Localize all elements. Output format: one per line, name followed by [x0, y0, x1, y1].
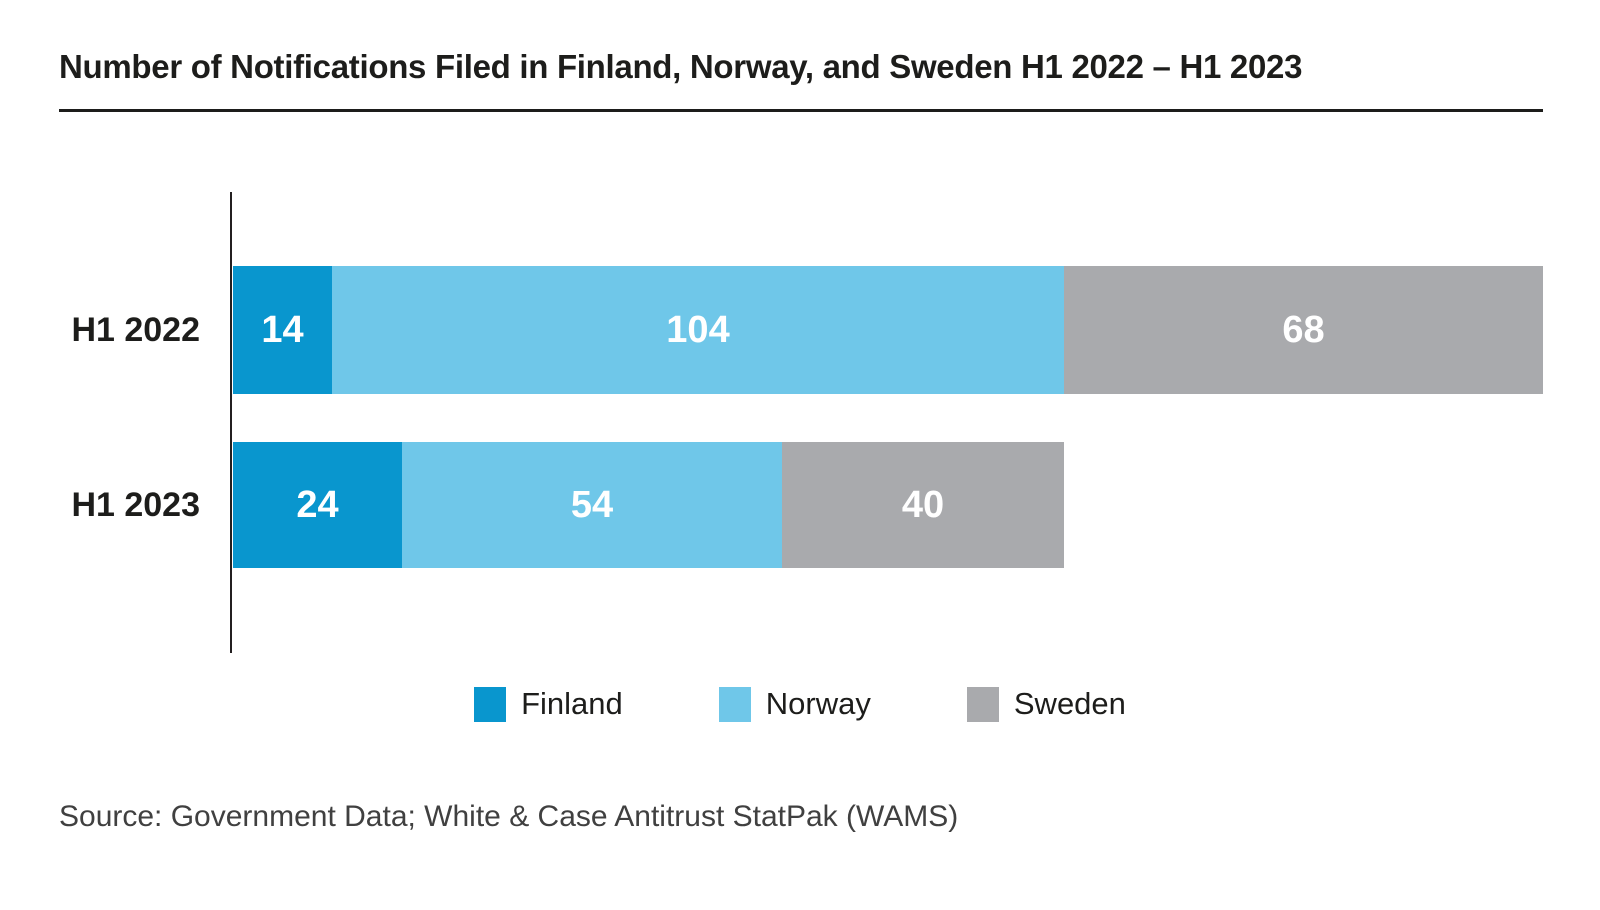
source-note: Source: Government Data; White & Case An… — [59, 800, 959, 833]
bar-value-label: 54 — [570, 483, 614, 526]
bar-value-label: 40 — [901, 483, 945, 526]
bar-value-label: 24 — [296, 483, 339, 526]
bar-segment-finland: 24 — [233, 442, 402, 568]
bar-value-label: 14 — [261, 308, 304, 351]
bar-value-label: 104 — [666, 308, 730, 351]
legend-label: Norway — [765, 686, 871, 721]
legend-item-norway: Norway — [718, 686, 871, 722]
legend-swatch-icon — [474, 686, 507, 722]
bar-segment-norway: 54 — [402, 442, 782, 568]
legend-label: Finland — [521, 686, 623, 721]
bar-segments: 14 104 68 — [233, 266, 1543, 394]
bar-segments: 24 54 40 — [233, 442, 1064, 568]
bar-segment-norway: 104 — [332, 266, 1064, 394]
bar-segment-finland: 14 — [233, 266, 332, 394]
chart-title: Number of Notifications Filed in Finland… — [59, 48, 1303, 85]
legend-label: Sweden — [1013, 686, 1126, 721]
legend-swatch-icon — [966, 686, 999, 722]
bar-row: H1 2022 14 104 68 — [0, 266, 1600, 394]
y-axis-baseline — [230, 192, 232, 653]
category-label: H1 2022 — [71, 310, 200, 349]
bar-value-label: 68 — [1282, 308, 1325, 351]
title-divider-rule — [59, 109, 1543, 112]
bar-segment-sweden: 40 — [782, 442, 1064, 568]
legend-item-sweden: Sweden — [966, 686, 1126, 722]
legend-item-finland: Finland — [474, 686, 623, 722]
bar-segment-sweden: 68 — [1064, 266, 1543, 394]
legend-swatch-icon — [718, 686, 751, 722]
bar-row: H1 2023 24 54 40 — [0, 442, 1600, 568]
category-label: H1 2023 — [71, 485, 200, 524]
chart-legend: Finland Norway Sweden — [0, 684, 1600, 724]
